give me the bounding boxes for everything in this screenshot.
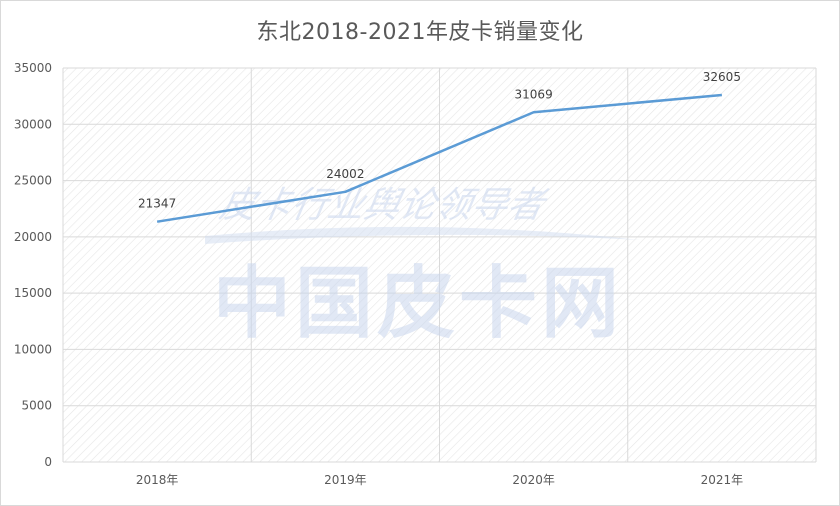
y-tick-label: 10000	[14, 342, 52, 356]
y-axis: 0 5000 10000 15000 20000 25000 30000 35000	[14, 61, 52, 469]
gridlines	[62, 67, 817, 463]
data-label: 24002	[326, 167, 364, 181]
series-lines	[156, 93, 722, 223]
x-tick-label: 2020年	[512, 473, 555, 487]
svg-text:中国皮卡网: 中国皮卡网	[213, 259, 623, 349]
x-tick-label: 2019年	[324, 473, 367, 487]
data-label: 31069	[515, 87, 553, 101]
x-axis: 2018年 2019年 2020年 2021年	[136, 473, 743, 487]
y-tick-label: 5000	[21, 399, 52, 413]
watermark-logo: 皮卡行业舆论领导者 中国皮卡网	[205, 183, 640, 349]
series-line	[156, 93, 722, 223]
y-tick-label: 35000	[14, 61, 52, 75]
y-tick-label: 20000	[14, 230, 52, 244]
chart-title: 东北2018-2021年皮卡销量变化	[256, 20, 584, 45]
x-tick-label: 2018年	[136, 473, 179, 487]
x-tick-label: 2021年	[701, 473, 744, 487]
data-labels: 21347 24002 31069 32605	[138, 70, 741, 211]
y-tick-label: 25000	[14, 174, 52, 188]
y-tick-label: 15000	[14, 286, 52, 300]
data-label: 32605	[703, 70, 741, 84]
y-tick-label: 30000	[14, 117, 52, 131]
data-label: 21347	[138, 197, 176, 211]
y-tick-label: 0	[44, 455, 52, 469]
